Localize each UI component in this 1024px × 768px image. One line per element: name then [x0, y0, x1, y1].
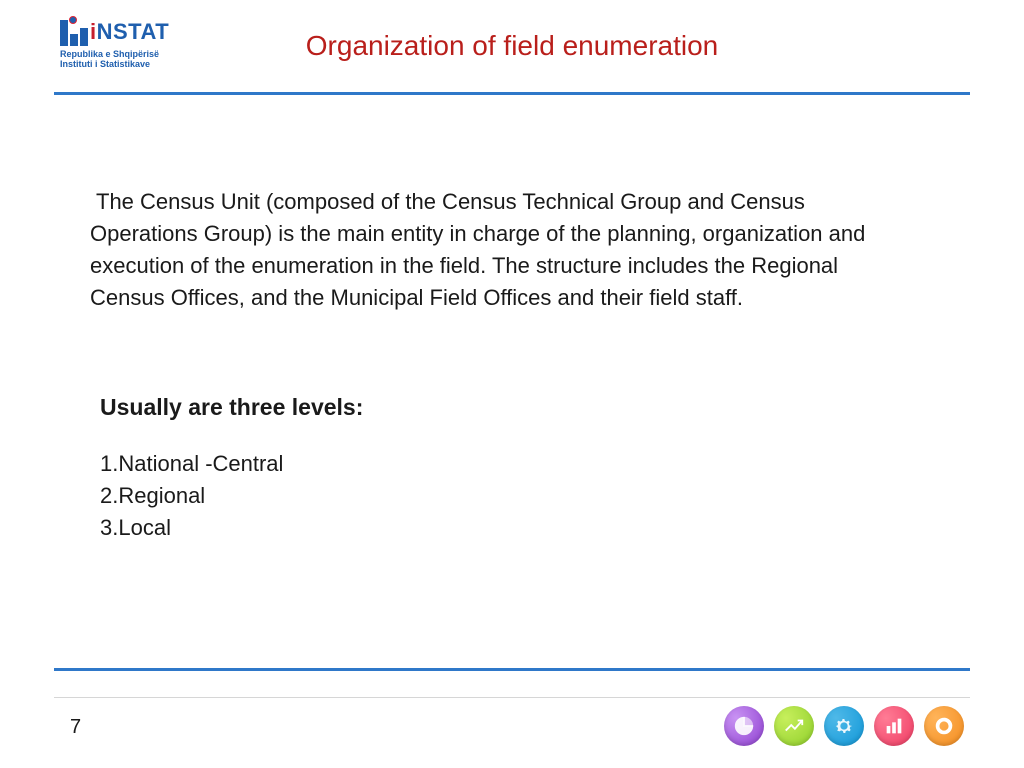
- slide: iNSTAT Republika e Shqipërisë Instituti …: [0, 0, 1024, 768]
- list-item-label: Regional: [118, 483, 205, 508]
- gear-icon: [824, 706, 864, 746]
- donut-chart-icon: [924, 706, 964, 746]
- list-item: 1.National -Central: [100, 448, 283, 480]
- line-chart-icon: [774, 706, 814, 746]
- levels-list: 1.National -Central 2.Regional 3.Local: [100, 448, 283, 544]
- pie-chart-icon: [724, 706, 764, 746]
- body-subheading: Usually are three levels:: [100, 394, 363, 421]
- divider-top: [54, 92, 970, 95]
- divider-thin: [54, 697, 970, 698]
- bar-chart-icon: [874, 706, 914, 746]
- page-number: 7: [70, 716, 81, 739]
- list-item: 3.Local: [100, 512, 283, 544]
- list-item-label: National -Central: [118, 451, 283, 476]
- divider-bottom: [54, 668, 970, 671]
- list-item: 2.Regional: [100, 480, 283, 512]
- slide-title: Organization of field enumeration: [60, 30, 964, 62]
- list-item-label: Local: [118, 515, 171, 540]
- footer-icon-row: [724, 706, 964, 746]
- slide-header: iNSTAT Republika e Shqipërisë Instituti …: [60, 18, 964, 92]
- body-paragraph: The Census Unit (composed of the Census …: [90, 186, 870, 314]
